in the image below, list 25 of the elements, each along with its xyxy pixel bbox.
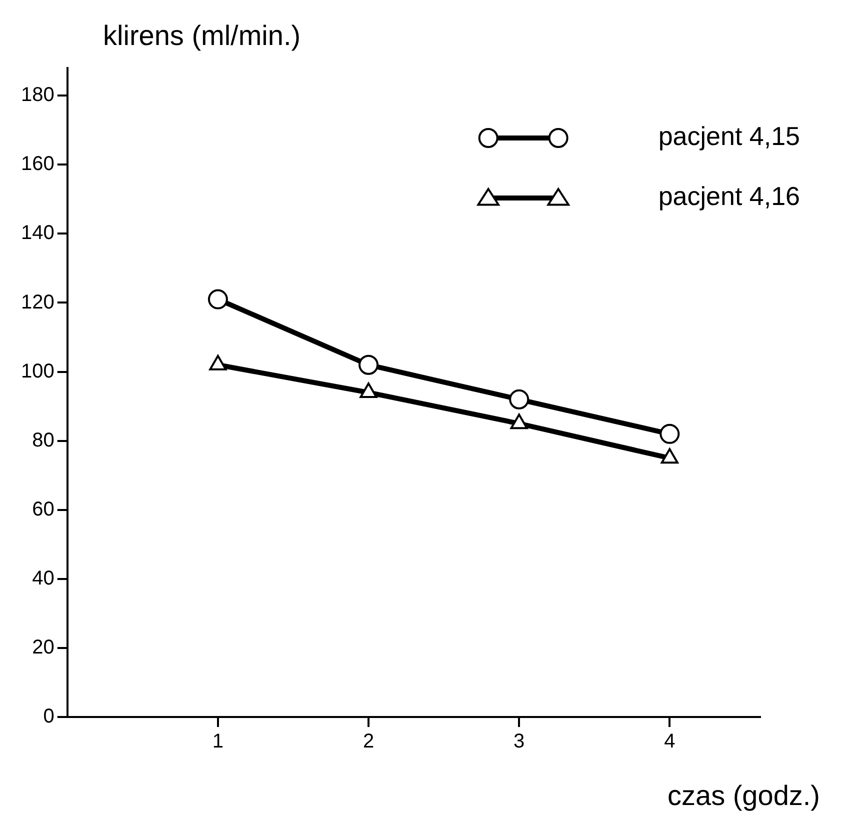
y-tick-label: 40 bbox=[32, 567, 54, 590]
y-tick-label: 120 bbox=[20, 291, 54, 314]
y-tick-label: 180 bbox=[20, 84, 54, 106]
y-tick-label: 100 bbox=[20, 360, 54, 382]
point bbox=[209, 354, 227, 370]
point bbox=[510, 414, 528, 430]
point bbox=[360, 382, 378, 398]
x-tick-label: 4 bbox=[664, 730, 676, 753]
y-tick-label: 140 bbox=[20, 222, 54, 244]
y-tick-label: 0 bbox=[43, 706, 54, 728]
text: pacjent 4,15 bbox=[658, 121, 800, 152]
x-tick-label: 1 bbox=[212, 730, 224, 753]
point bbox=[358, 354, 379, 375]
y-axis-title: klirens (ml/min.) bbox=[103, 20, 301, 52]
point bbox=[208, 289, 228, 310]
x-tick-label: 3 bbox=[514, 730, 525, 753]
point bbox=[660, 448, 678, 464]
point bbox=[509, 389, 530, 410]
text: pacjent 4,16 bbox=[658, 181, 800, 212]
y-tick-label: 80 bbox=[32, 429, 54, 452]
x-tick-label: 2 bbox=[362, 730, 374, 753]
y-tick-label: 20 bbox=[32, 636, 54, 658]
x-axis-title: czas (godz.) bbox=[668, 780, 820, 812]
y-tick-label: 160 bbox=[20, 153, 54, 176]
y-tick-label: 60 bbox=[32, 498, 54, 520]
